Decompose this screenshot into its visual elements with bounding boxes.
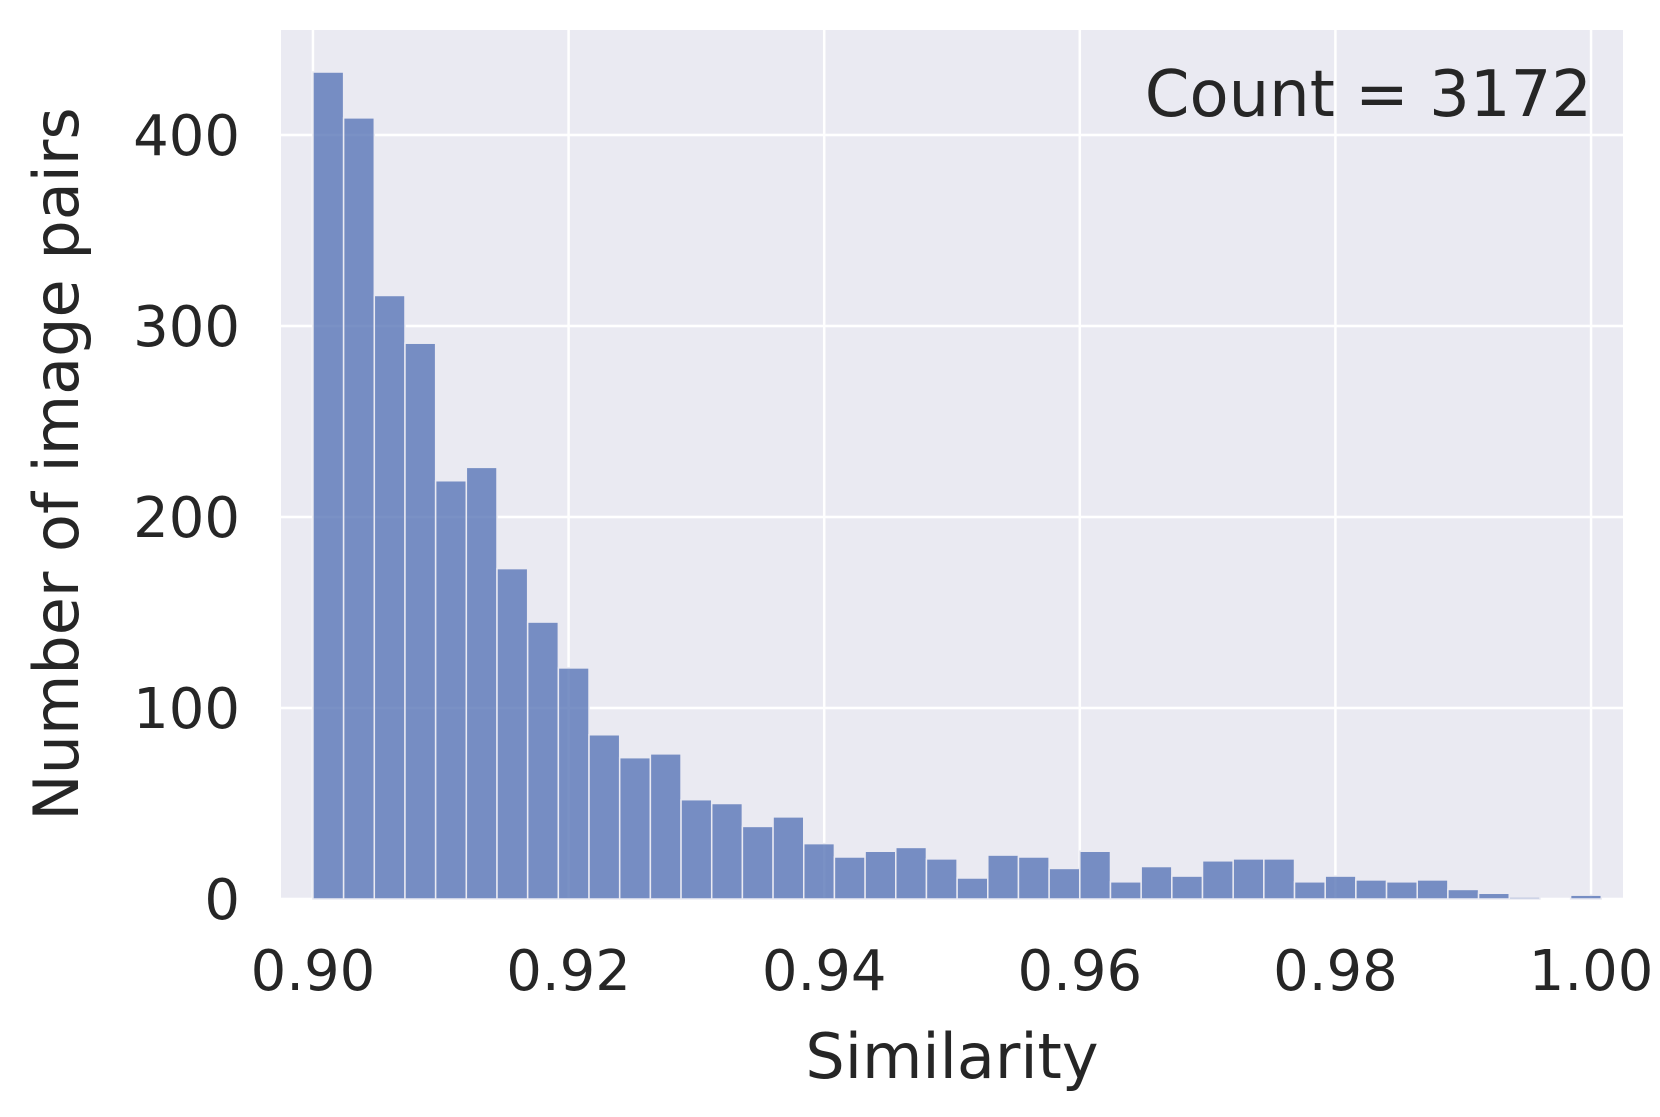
histogram-bar xyxy=(987,854,1020,900)
histogram-bar xyxy=(1201,860,1234,900)
histogram-bar xyxy=(588,733,621,900)
histogram-bars xyxy=(312,71,1603,900)
x-tick-label: 1.00 xyxy=(1529,939,1654,1004)
x-tick-label: 0.98 xyxy=(1273,939,1398,1004)
histogram-bar xyxy=(1017,856,1050,900)
histogram-bar xyxy=(1171,875,1204,900)
histogram-bar xyxy=(956,877,989,900)
x-tick-label: 0.94 xyxy=(762,939,887,1004)
histogram-bar xyxy=(434,479,468,900)
x-tick-label: 0.90 xyxy=(251,939,376,1004)
histogram-bar xyxy=(1140,865,1173,900)
histogram-bar xyxy=(312,71,345,900)
histogram-bar xyxy=(342,117,376,900)
x-tick-label: 0.92 xyxy=(506,939,631,1004)
histogram-bar xyxy=(373,294,406,900)
histogram-bar xyxy=(1508,896,1541,900)
histogram-bar xyxy=(526,621,560,900)
histogram-bar xyxy=(864,850,897,900)
histogram-bar xyxy=(557,667,590,900)
y-tick-label: 100 xyxy=(133,677,240,742)
y-tick-label: 0 xyxy=(204,868,240,933)
histogram-bar xyxy=(1569,894,1603,900)
x-tick-labels: 0.90 0.92 0.94 0.96 0.98 1.00 xyxy=(251,939,1654,1004)
histogram-bar xyxy=(404,342,437,900)
count-annotation: Count = 3172 xyxy=(1145,58,1592,132)
histogram-bar xyxy=(1048,867,1081,900)
histogram-bar xyxy=(895,846,928,900)
histogram-bar xyxy=(649,753,682,900)
y-tick-labels: 0 100 200 300 400 xyxy=(133,104,240,933)
y-tick-label: 300 xyxy=(133,295,240,360)
x-tick-label: 0.96 xyxy=(1017,939,1142,1004)
histogram-bar xyxy=(710,802,744,900)
histogram-bar xyxy=(833,856,866,900)
histogram-bar xyxy=(925,858,958,900)
x-axis-label: Similarity xyxy=(805,1020,1098,1093)
histogram-bar xyxy=(1079,850,1112,900)
histogram-bar xyxy=(618,756,652,900)
histogram-bar xyxy=(680,798,713,900)
histogram-bar xyxy=(802,842,836,900)
histogram-bar xyxy=(1263,858,1296,900)
histogram-bar xyxy=(465,466,498,900)
histogram-bar xyxy=(1477,892,1510,900)
histogram-bar xyxy=(741,825,774,900)
histogram-bar xyxy=(1416,879,1449,900)
histogram-bar xyxy=(1109,881,1142,900)
histogram-bar xyxy=(772,816,805,900)
histogram-bar xyxy=(1293,881,1326,900)
histogram-bar xyxy=(1232,858,1265,900)
histogram-bar xyxy=(1385,881,1418,900)
histogram-bar xyxy=(496,567,529,900)
histogram-bar xyxy=(1355,879,1388,900)
histogram-bar xyxy=(1324,875,1357,900)
y-tick-label: 200 xyxy=(133,486,240,551)
y-axis-label: Number of image pairs xyxy=(20,107,93,820)
y-tick-label: 400 xyxy=(133,104,240,169)
histogram-bar xyxy=(1447,888,1480,900)
